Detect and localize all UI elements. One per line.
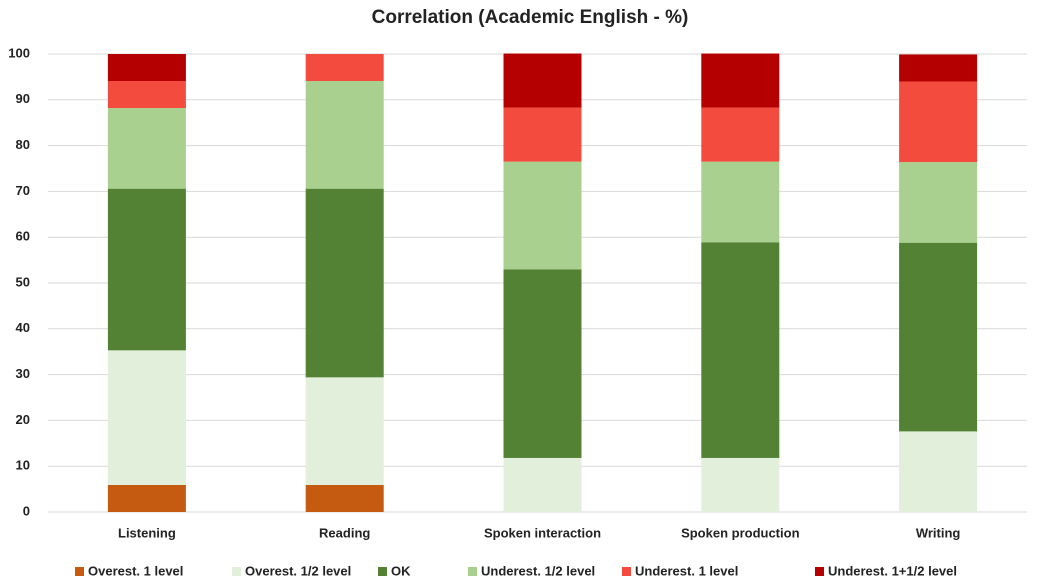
bar-segment <box>503 53 582 108</box>
x-tick-label: Spoken production <box>681 525 800 540</box>
y-tick-label: 30 <box>16 366 30 381</box>
bar-segment <box>107 108 186 189</box>
bar-segment <box>503 457 582 512</box>
bar-segment <box>899 162 978 243</box>
legend-label: Underest. 1/2 level <box>481 563 595 578</box>
bar-segment <box>503 161 582 270</box>
bar-segment <box>899 431 978 512</box>
x-tick-label: Spoken interaction <box>484 525 601 540</box>
bar-segment <box>701 53 780 108</box>
legend-label: Overest. 1 level <box>88 563 183 578</box>
bar-segment <box>503 107 582 162</box>
y-tick-label: 10 <box>16 458 30 473</box>
x-tick-label: Listening <box>118 525 176 540</box>
x-tick-label: Reading <box>319 525 370 540</box>
y-tick-label: 40 <box>16 320 30 335</box>
legend-swatch <box>622 567 631 576</box>
bar-segment <box>701 161 780 243</box>
legend-swatch <box>378 567 387 576</box>
legend-swatch <box>75 567 84 576</box>
legend-swatch <box>232 567 241 576</box>
legend-label: Underest. 1 level <box>635 563 738 578</box>
legend-swatch <box>468 567 477 576</box>
bar-segment <box>305 377 384 485</box>
chart-title: Correlation (Academic English - %) <box>372 7 689 28</box>
bar-segment <box>305 54 384 82</box>
bar-segment <box>701 107 780 162</box>
bar-segment <box>899 242 978 432</box>
bar-segment <box>107 188 186 351</box>
legend-label: Underest. 1+1/2 level <box>828 563 957 578</box>
y-tick-label: 20 <box>16 412 30 427</box>
y-tick-label: 80 <box>16 137 30 152</box>
bar-segment <box>305 81 384 189</box>
bar-segment <box>107 350 186 485</box>
legend-label: OK <box>391 563 411 578</box>
x-tick-label: Writing <box>916 525 961 540</box>
bar-segment <box>503 269 582 458</box>
y-tick-label: 60 <box>16 229 30 244</box>
y-tick-label: 70 <box>16 183 30 198</box>
bar-segment <box>701 242 780 458</box>
bar-segment <box>701 457 780 512</box>
bar-segment <box>305 188 384 378</box>
y-tick-label: 90 <box>16 91 30 106</box>
bar-segment <box>899 54 978 82</box>
y-tick-label: 100 <box>8 45 30 60</box>
bar-segment <box>305 484 384 512</box>
bar-segment <box>107 484 186 512</box>
y-tick-label: 50 <box>16 274 30 289</box>
y-tick-label: 0 <box>23 503 30 518</box>
bar-segment <box>107 81 186 109</box>
legend-label: Overest. 1/2 level <box>245 563 351 578</box>
bar-segment <box>899 81 978 163</box>
legend-swatch <box>815 567 824 576</box>
bar-segment <box>107 54 186 82</box>
